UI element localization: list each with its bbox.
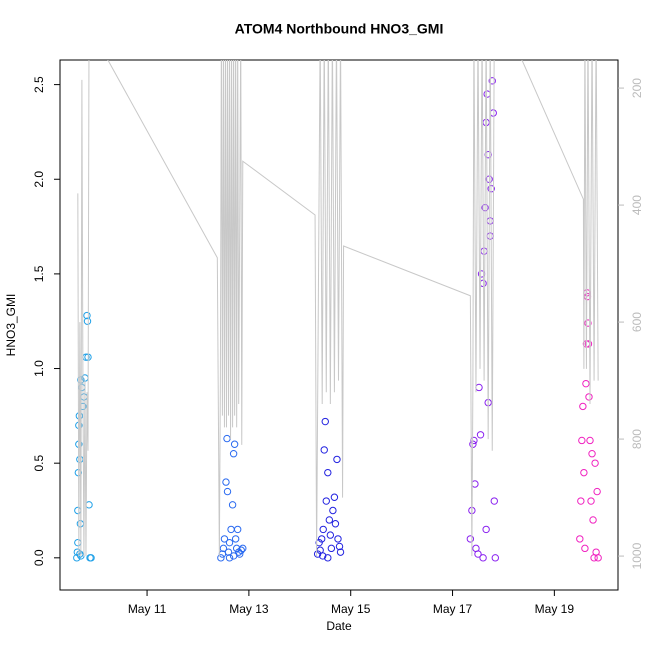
y2-tick-label: 1000 [630,542,644,569]
point [491,554,500,562]
point [586,436,594,445]
point [594,554,602,562]
point [577,497,585,505]
point [475,383,483,392]
y2-tick-label: 200 [630,78,644,98]
point [334,535,342,543]
point [83,311,91,320]
point [317,535,326,543]
point [490,497,498,505]
point [480,247,488,255]
point [581,544,589,553]
y2-tick-label: 800 [630,429,644,449]
point [229,450,238,458]
point [319,552,327,560]
point [584,340,593,348]
point [319,525,327,534]
y-tick-label: 1.5 [32,265,46,282]
point [83,317,92,325]
point [335,542,344,551]
x-tick-label: May 15 [331,602,371,616]
point [74,538,82,547]
point [315,538,323,547]
y-tick-label: 1.0 [32,360,46,377]
plot-area [73,60,602,562]
point [582,379,590,388]
point [333,455,341,464]
point [76,455,84,464]
point [476,431,485,439]
point [224,548,233,556]
point [585,393,593,401]
point [466,535,475,543]
point [331,520,340,528]
point [220,535,229,543]
plot-frame [59,59,619,591]
point [217,554,225,562]
x-tick-label: May 17 [433,602,473,616]
point [320,446,328,454]
pressure-line [77,60,599,557]
point [87,554,95,562]
point [223,434,231,443]
point [321,417,329,426]
point [313,550,322,558]
y-tick-label: 2.0 [32,171,46,188]
point [579,402,587,411]
point [588,450,596,458]
point [227,525,235,534]
point [225,554,234,562]
point [222,478,230,486]
point [329,506,337,515]
x-axis-label: Date [326,619,352,633]
point [231,535,240,543]
point [327,544,336,553]
point [576,535,584,543]
point [578,436,586,445]
point [223,487,232,496]
point [239,544,247,553]
y2-tick-label: 600 [630,312,644,332]
point [486,217,494,225]
point [486,232,494,240]
point [580,468,588,477]
point [228,501,237,509]
point [336,548,345,556]
point [591,459,599,467]
x-tick-label: May 11 [128,602,167,616]
y2-tick-label: 400 [630,195,644,215]
point [324,468,332,477]
point [230,440,239,448]
point [74,506,82,515]
x-tick-label: May 13 [229,602,269,616]
point [587,497,595,505]
point [589,516,597,524]
point [324,554,332,562]
point [233,525,242,534]
point [584,319,592,327]
y-tick-label: 0.5 [32,455,46,472]
point [322,497,330,505]
point [219,544,228,553]
y-tick-label: 0.0 [32,549,46,566]
point [229,552,238,560]
point [330,493,339,501]
y-tick-label: 2.5 [32,76,46,93]
point [482,525,490,534]
point [325,516,334,524]
point [488,77,496,85]
point [479,554,487,562]
point [593,487,601,496]
y-axis-label: HNO3_GMI [4,294,18,357]
chart-title: ATOM4 Northbound HNO3_GMI [235,21,444,37]
point [225,538,234,547]
point [474,550,482,558]
x-tick-label: May 19 [535,602,575,616]
point [326,531,335,539]
point [237,546,245,554]
